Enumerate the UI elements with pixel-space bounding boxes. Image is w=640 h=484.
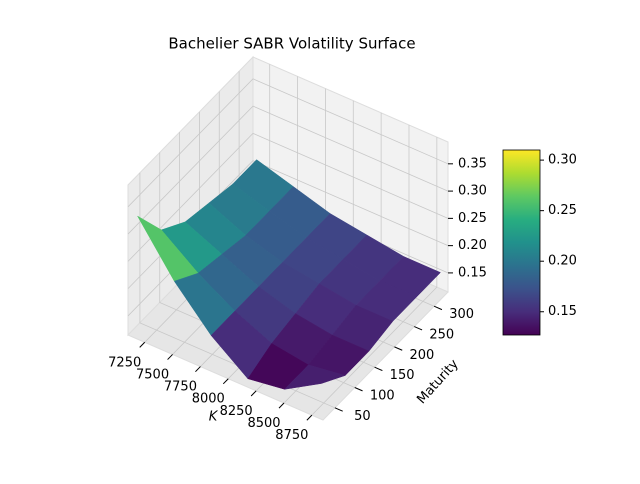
x-tick bbox=[167, 354, 173, 360]
x-tick-label: 8000 bbox=[192, 392, 225, 407]
grid-line bbox=[127, 78, 449, 208]
colorbar-tick-label: 0.30 bbox=[548, 153, 577, 168]
x-tick-label: 7750 bbox=[164, 380, 197, 395]
x-tick bbox=[222, 378, 229, 385]
x-tick-label: 7250 bbox=[108, 355, 141, 370]
x-tick-label: 8500 bbox=[247, 416, 280, 431]
chart-title: Bachelier SABR Volatility Surface bbox=[168, 35, 415, 53]
z-tick-label: 0.20 bbox=[458, 238, 487, 253]
y-axis-label: Maturity bbox=[414, 357, 462, 408]
x-axis-label: K bbox=[209, 410, 219, 425]
y-tick bbox=[433, 305, 443, 311]
colorbar bbox=[502, 149, 541, 336]
colorbar-tick-label: 0.25 bbox=[548, 203, 577, 218]
x-tick bbox=[278, 402, 285, 409]
x-tick-label: 8250 bbox=[220, 404, 253, 419]
y-tick-label: 250 bbox=[429, 328, 454, 343]
y-tick bbox=[414, 326, 423, 331]
x-tick-label: 7500 bbox=[136, 367, 169, 382]
y-tick bbox=[354, 387, 363, 392]
y-tick-label: 50 bbox=[354, 409, 371, 424]
colorbar-tick-label: 0.20 bbox=[548, 254, 577, 269]
x-tick bbox=[195, 366, 201, 373]
surface-patch bbox=[283, 364, 347, 390]
y-tick bbox=[394, 346, 403, 351]
grid-line bbox=[311, 137, 438, 416]
x-tick bbox=[306, 414, 313, 421]
z-tick-label: 0.25 bbox=[458, 211, 487, 226]
z-tick-label: 0.35 bbox=[458, 156, 487, 171]
x-tick bbox=[139, 341, 146, 348]
y-tick-label: 100 bbox=[370, 388, 395, 403]
z-tick-label: 0.15 bbox=[458, 265, 487, 280]
x-tick-label: 8750 bbox=[275, 428, 308, 443]
y-tick-label: 150 bbox=[390, 368, 415, 383]
z-tick-label: 0.30 bbox=[458, 184, 487, 199]
grid-line bbox=[127, 105, 449, 235]
y-tick-label: 300 bbox=[449, 307, 474, 322]
colorbar-tick-label: 0.15 bbox=[548, 304, 577, 319]
y-tick-label: 200 bbox=[410, 348, 435, 363]
y-tick bbox=[334, 407, 343, 412]
x-tick bbox=[250, 390, 257, 397]
grid-line bbox=[127, 132, 449, 262]
y-tick bbox=[374, 366, 383, 372]
